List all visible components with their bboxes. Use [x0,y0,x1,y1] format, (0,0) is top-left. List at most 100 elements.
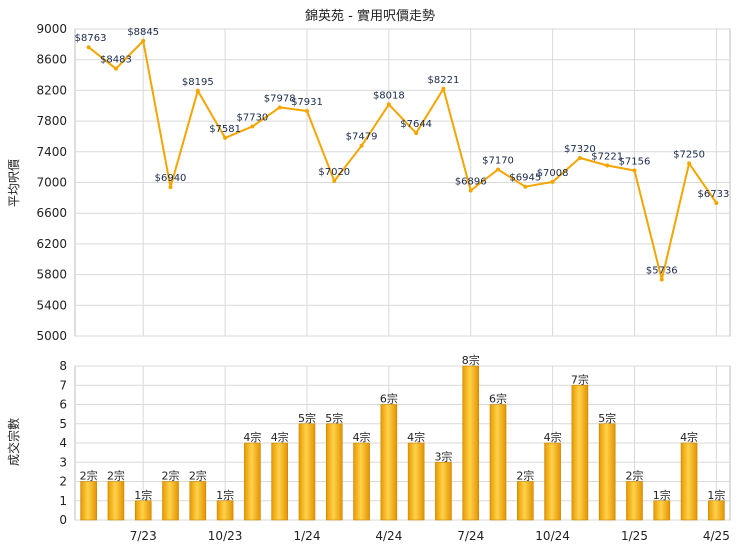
count-bar [708,500,725,521]
x-tick-label: 1/25 [621,529,648,543]
price-tick-label: 8200 [36,83,67,97]
count-bar [380,404,398,521]
count-data-label: 4宗 [407,430,425,444]
count-data-label: 1宗 [134,488,152,502]
count-tick-label: 4 [59,436,67,450]
count-data-label: 2宗 [107,469,125,483]
count-data-label: 1宗 [653,488,671,502]
price-point [86,45,91,50]
count-bar [517,481,534,521]
chart-title: 錦英苑 - 實用呎價走勢 [305,8,435,24]
count-tick-label: 5 [59,417,67,431]
x-tick-label: 10/23 [208,529,243,543]
price-tick-label: 5400 [36,298,67,312]
count-bar [435,461,452,521]
count-data-label: 4宗 [680,430,698,444]
price-point [441,86,446,91]
count-bar [80,481,97,521]
price-tick-label: 9000 [36,22,67,36]
price-data-label: $8195 [182,77,214,88]
count-tick-label: 3 [59,455,67,469]
price-point [250,124,255,129]
price-point [550,179,555,184]
count-data-label: 5宗 [598,411,616,425]
price-data-label: $8845 [127,27,159,38]
count-bar [407,442,425,521]
price-data-label: $7479 [346,132,378,143]
price-point [168,185,173,190]
count-data-label: 6宗 [489,392,507,406]
x-tick-label: 10/24 [535,529,570,543]
count-bar [162,481,179,521]
count-bar [271,442,288,521]
x-tick-label: 7/23 [130,529,157,543]
count-bar [571,384,589,521]
x-tick-label: 1/24 [294,529,321,543]
x-tick-label: 4/24 [375,529,402,543]
price-tick-label: 5800 [36,268,67,282]
price-data-label: $6896 [455,176,487,187]
price-data-label: $8763 [75,33,107,44]
count-bar [134,500,152,521]
count-data-label: 4宗 [243,430,261,444]
price-point [113,66,118,71]
price-point [359,143,364,148]
price-axis-label: 平均呎價 [7,159,21,207]
count-bar [107,481,125,521]
price-point [195,88,200,93]
count-data-label: 2宗 [162,469,180,483]
count-data-label: 2宗 [80,469,98,483]
price-data-label: $7020 [318,167,350,178]
count-axis-label: 成交宗數 [6,418,21,466]
count-data-label: 1宗 [707,488,725,502]
price-point [386,102,391,107]
count-data-label: 1宗 [216,488,234,502]
price-point [687,161,692,166]
price-data-label: $7978 [264,93,296,104]
price-data-label: $7008 [537,168,569,179]
price-data-label: $7644 [400,119,432,130]
count-data-label: 4宗 [353,430,371,444]
x-tick-label: 7/24 [457,529,484,543]
count-data-label: 8宗 [462,353,480,367]
count-bar [653,500,671,521]
price-tick-label: 6200 [36,237,67,251]
price-data-label: $8018 [373,90,405,101]
price-data-label: $7931 [291,97,323,108]
price-tick-label: 7400 [36,145,67,159]
count-data-label: 3宗 [434,449,452,463]
price-point [304,109,309,114]
price-data-label: $8483 [100,55,132,66]
count-bar [626,481,643,521]
count-bar [489,404,507,521]
price-tick-label: 8600 [36,53,67,67]
count-bar [680,442,698,521]
price-data-label: $7221 [591,152,623,163]
count-bar [189,481,207,521]
price-data-label: $8221 [428,75,460,86]
price-point [714,200,719,205]
count-data-label: 2宗 [516,469,534,483]
count-bar [462,365,480,521]
count-data-label: 7宗 [571,372,589,386]
price-point [468,188,473,193]
price-point [332,178,337,183]
count-bar [325,423,343,521]
count-data-label: 2宗 [625,469,643,483]
count-bar [298,423,316,521]
count-data-label: 4宗 [544,430,562,444]
count-data-label: 5宗 [298,411,316,425]
count-tick-label: 6 [59,398,67,412]
price-point [632,168,637,173]
price-point [414,131,419,136]
price-data-label: $5736 [646,266,678,277]
price-data-label: $7170 [482,155,514,166]
count-bar [598,423,616,521]
price-point [223,135,228,140]
count-bar [244,442,261,521]
price-point [659,277,664,282]
price-data-label: $6733 [698,189,730,200]
price-data-label: $7250 [673,149,705,160]
